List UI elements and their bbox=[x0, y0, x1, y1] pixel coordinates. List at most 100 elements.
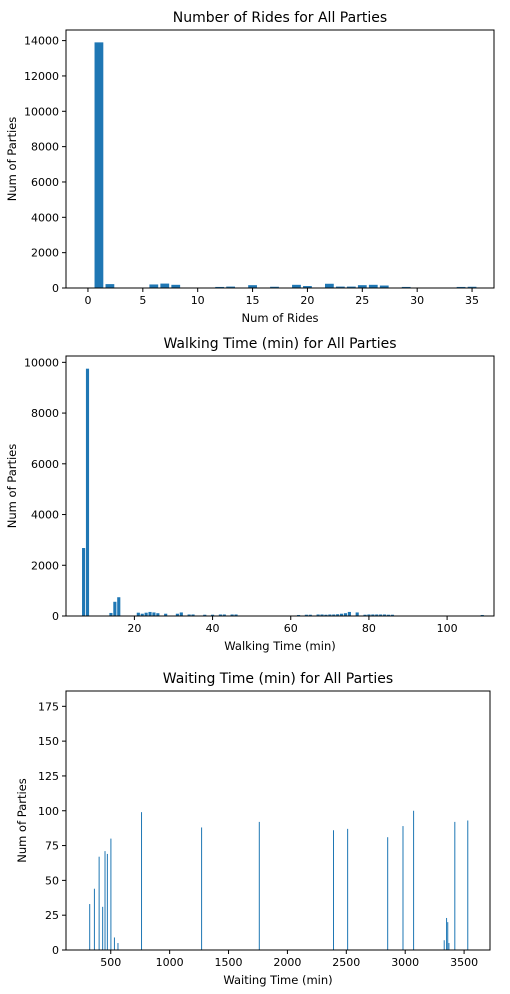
waiting-y-axis-label: Num of Parties bbox=[15, 778, 29, 862]
waiting-y-tick-label: 50 bbox=[45, 874, 59, 887]
walking-bar bbox=[113, 601, 117, 616]
walking-bar bbox=[191, 614, 195, 616]
waiting-chart-title: Waiting Time (min) for All Parties bbox=[163, 671, 393, 687]
walking-y-axis-label: Num of Parties bbox=[5, 444, 19, 528]
walking-bar bbox=[218, 614, 222, 616]
walking-bar bbox=[308, 614, 312, 616]
waiting-x-tick-label: 1500 bbox=[215, 956, 243, 969]
waiting-x-tick-label: 2000 bbox=[273, 956, 301, 969]
rides-bar bbox=[105, 284, 115, 288]
waiting-bar bbox=[106, 853, 108, 950]
walking-bar bbox=[320, 614, 324, 616]
waiting-bar bbox=[102, 906, 104, 950]
waiting-bar bbox=[443, 940, 445, 950]
rides-bar bbox=[149, 284, 159, 288]
walking-time-chart: 20 40 60 80 100 0 2000 4000 6000 8000 10000 Walking… bbox=[0, 330, 510, 660]
rides-bar bbox=[467, 286, 477, 288]
rides-bar bbox=[160, 283, 170, 288]
waiting-bar bbox=[98, 856, 100, 950]
rides-x-tick-label: 10 bbox=[191, 294, 205, 307]
waiting-bars bbox=[89, 810, 469, 950]
waiting-y-tick-label: 150 bbox=[38, 735, 59, 748]
walking-bar bbox=[328, 614, 332, 616]
walking-bar bbox=[363, 614, 367, 616]
waiting-bar bbox=[93, 888, 95, 950]
waiting-y-tick-label: 25 bbox=[45, 909, 59, 922]
waiting-x-tick-label: 500 bbox=[100, 956, 121, 969]
walking-y-tick-label: 4000 bbox=[31, 509, 59, 522]
walking-bar bbox=[222, 614, 226, 616]
walking-plot-frame bbox=[65, 355, 495, 617]
walking-bar bbox=[144, 612, 148, 616]
waiting-x-tick-label: 2500 bbox=[332, 956, 360, 969]
rides-y-tick-label: 8000 bbox=[31, 141, 59, 154]
rides-x-tick-label: 20 bbox=[300, 294, 314, 307]
walking-bar bbox=[375, 614, 379, 616]
walking-bar bbox=[85, 368, 90, 616]
walking-bar bbox=[136, 612, 140, 616]
rides-bar bbox=[368, 284, 378, 288]
waiting-bar bbox=[201, 827, 203, 950]
rides-bar bbox=[226, 286, 236, 288]
walking-bar bbox=[355, 612, 359, 616]
waiting-y-tick-label: 75 bbox=[45, 840, 59, 853]
walking-x-tick-label: 60 bbox=[284, 622, 298, 635]
walking-x-tick-label: 100 bbox=[437, 622, 458, 635]
walking-bar bbox=[109, 612, 113, 616]
walking-y-tick-label: 0 bbox=[52, 610, 59, 623]
walking-chart-title: Walking Time (min) for All Parties bbox=[163, 336, 396, 352]
waiting-y-tick-label: 125 bbox=[38, 770, 59, 783]
waiting-bar bbox=[333, 830, 335, 950]
rides-y-tick-label: 10000 bbox=[24, 105, 59, 118]
walking-bar bbox=[234, 614, 238, 616]
walking-bar bbox=[187, 614, 191, 616]
rides-x-tick-label: 0 bbox=[84, 294, 91, 307]
rides-bar bbox=[94, 42, 104, 289]
rides-y-tick-label: 0 bbox=[52, 282, 59, 295]
waiting-plot-frame bbox=[65, 690, 491, 951]
walking-bar bbox=[371, 614, 375, 616]
walking-bar bbox=[343, 613, 348, 616]
walking-bars bbox=[82, 368, 484, 616]
waiting-y-tick-label: 175 bbox=[38, 700, 59, 713]
rides-bar bbox=[346, 286, 356, 288]
rides-chart-title: Number of Rides for All Parties bbox=[173, 10, 387, 26]
rides-bar bbox=[401, 286, 411, 288]
walking-bar bbox=[379, 614, 383, 616]
walking-y-tick-label: 6000 bbox=[31, 458, 59, 471]
walking-y-tick-label: 8000 bbox=[31, 407, 59, 420]
rides-bar bbox=[357, 285, 367, 288]
rides-bar bbox=[292, 284, 301, 288]
waiting-bar bbox=[467, 820, 469, 950]
waiting-bar bbox=[448, 943, 450, 950]
walking-bar bbox=[386, 614, 391, 616]
waiting-x-axis-label: Waiting Time (min) bbox=[223, 973, 332, 987]
rides-bar bbox=[379, 285, 389, 288]
walking-bar bbox=[211, 614, 215, 616]
rides-bar bbox=[270, 286, 279, 288]
waiting-x-ticks: 500 1000 1500 2000 2500 3000 3500 bbox=[100, 950, 478, 969]
waiting-x-tick-label: 3000 bbox=[391, 956, 419, 969]
walking-bar bbox=[117, 597, 121, 616]
waiting-y-ticks: 0 25 50 75 100 125 150 175 bbox=[38, 700, 66, 957]
walking-bar bbox=[82, 548, 86, 616]
rides-y-tick-label: 2000 bbox=[31, 247, 59, 260]
waiting-x-tick-label: 1000 bbox=[156, 956, 184, 969]
rides-plot-frame bbox=[65, 29, 495, 289]
walking-bar bbox=[336, 614, 340, 616]
rides-y-ticks: 0 2000 4000 6000 8000 10000 12000 14000 bbox=[24, 35, 66, 295]
rides-bar bbox=[171, 284, 181, 288]
waiting-bar bbox=[454, 821, 456, 950]
waiting-bar bbox=[104, 851, 106, 950]
rides-bar bbox=[456, 286, 466, 288]
walking-x-tick-label: 40 bbox=[206, 622, 220, 635]
rides-bars bbox=[94, 42, 477, 289]
walking-time-chart-svg: 20 40 60 80 100 0 2000 4000 6000 8000 10000 Walking… bbox=[5, 336, 495, 653]
walking-x-tick-label: 80 bbox=[362, 622, 376, 635]
rides-x-tick-label: 5 bbox=[139, 294, 146, 307]
rides-bar bbox=[248, 285, 257, 288]
waiting-time-chart-svg: 500 1000 1500 2000 2500 3000 3500 0 25 50 75 100 125… bbox=[15, 671, 491, 987]
walking-bar bbox=[175, 613, 179, 616]
waiting-bar bbox=[413, 810, 415, 950]
rides-bar bbox=[335, 286, 345, 288]
